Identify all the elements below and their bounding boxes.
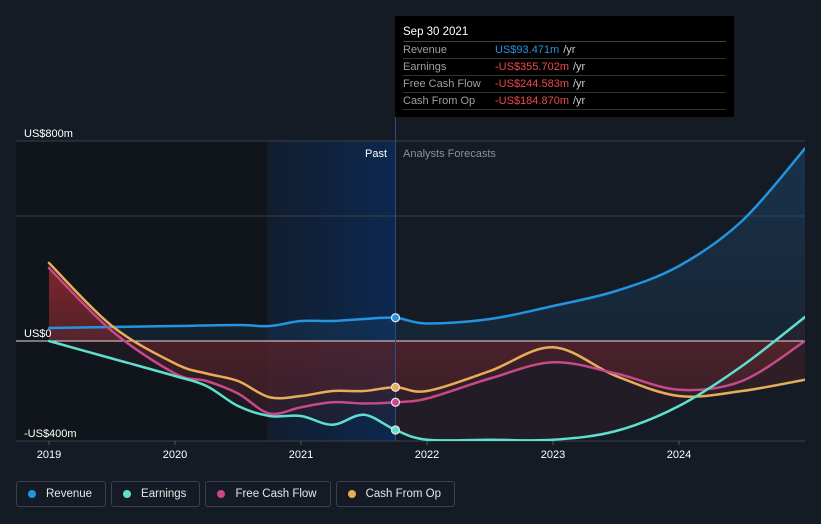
legend-label: Earnings xyxy=(141,488,187,500)
tooltip-value: -US$244.583m xyxy=(495,78,569,90)
x-tick-label: 2019 xyxy=(37,449,61,461)
tooltip-date: Sep 30 2021 xyxy=(403,24,726,42)
legend-item-cash-from-op[interactable]: Cash From Op xyxy=(335,481,456,507)
y-tick-label: US$800m xyxy=(24,128,73,140)
revenue-dot-icon xyxy=(28,490,36,498)
series-line-earnings xyxy=(47,315,805,441)
tooltip-unit: /yr xyxy=(563,44,576,56)
legend-label: Revenue xyxy=(46,488,93,500)
x-tick-label: 2021 xyxy=(289,449,313,461)
marker-revenue[interactable] xyxy=(390,313,401,323)
tooltip-unit: /yr xyxy=(573,78,586,90)
tooltip-row-revenue: Revenue US$93.471m /yr xyxy=(403,42,726,59)
legend-item-earnings[interactable]: Earnings xyxy=(111,481,201,507)
tooltip-value: US$93.471m xyxy=(495,44,560,56)
x-tick-label: 2024 xyxy=(667,449,691,461)
legend: Revenue Earnings Free Cash Flow Cash Fro… xyxy=(16,481,456,507)
x-tick-label: 2023 xyxy=(541,449,565,461)
y-tick-label: -US$400m xyxy=(24,428,77,440)
tooltip-label: Revenue xyxy=(403,44,448,56)
marker-cash-from-op[interactable] xyxy=(390,382,401,392)
cash-from-op-dot-icon xyxy=(347,490,356,498)
tooltip-label: Earnings xyxy=(403,61,447,73)
earnings-area xyxy=(49,317,805,441)
tooltip-label: Free Cash Flow xyxy=(403,78,481,90)
tooltip-row-earnings: Earnings -US$355.702m /yr xyxy=(403,59,726,76)
tooltip-value: -US$355.702m xyxy=(495,61,569,73)
tooltip-unit: /yr xyxy=(573,95,586,107)
cash-from-op-area xyxy=(49,263,805,399)
earnings-dot-icon xyxy=(123,490,132,498)
marker-free-cash-flow[interactable] xyxy=(390,397,401,407)
marker-earnings[interactable] xyxy=(390,425,401,435)
tooltip: Sep 30 2021 Revenue US$93.471m /yr Earni… xyxy=(395,16,734,117)
y-tick-label: US$0 xyxy=(24,328,52,340)
x-tick-label: 2022 xyxy=(415,449,439,461)
series-line-cash-from-op xyxy=(47,261,805,400)
x-tick-label: 2020 xyxy=(163,449,187,461)
tooltip-value: -US$184.870m xyxy=(495,95,569,107)
legend-item-revenue[interactable]: Revenue xyxy=(16,481,107,507)
forecast-label: Analysts Forecasts xyxy=(403,148,496,160)
free-cash-flow-area xyxy=(49,268,805,414)
series-line-free-cash-flow xyxy=(47,266,805,416)
legend-label: Cash From Op xyxy=(365,488,442,500)
tooltip-row-free-cash-flow: Free Cash Flow -US$244.583m /yr xyxy=(403,76,726,93)
tooltip-label: Cash From Op xyxy=(403,95,476,107)
tooltip-row-cash-from-op: Cash From Op -US$184.870m /yr xyxy=(403,93,726,110)
legend-item-free-cash-flow[interactable]: Free Cash Flow xyxy=(205,481,331,507)
legend-label: Free Cash Flow xyxy=(235,488,317,500)
tooltip-unit: /yr xyxy=(573,61,586,73)
revenue-area xyxy=(49,148,805,341)
free-cash-flow-dot-icon xyxy=(217,490,226,498)
past-label: Past xyxy=(365,148,387,160)
